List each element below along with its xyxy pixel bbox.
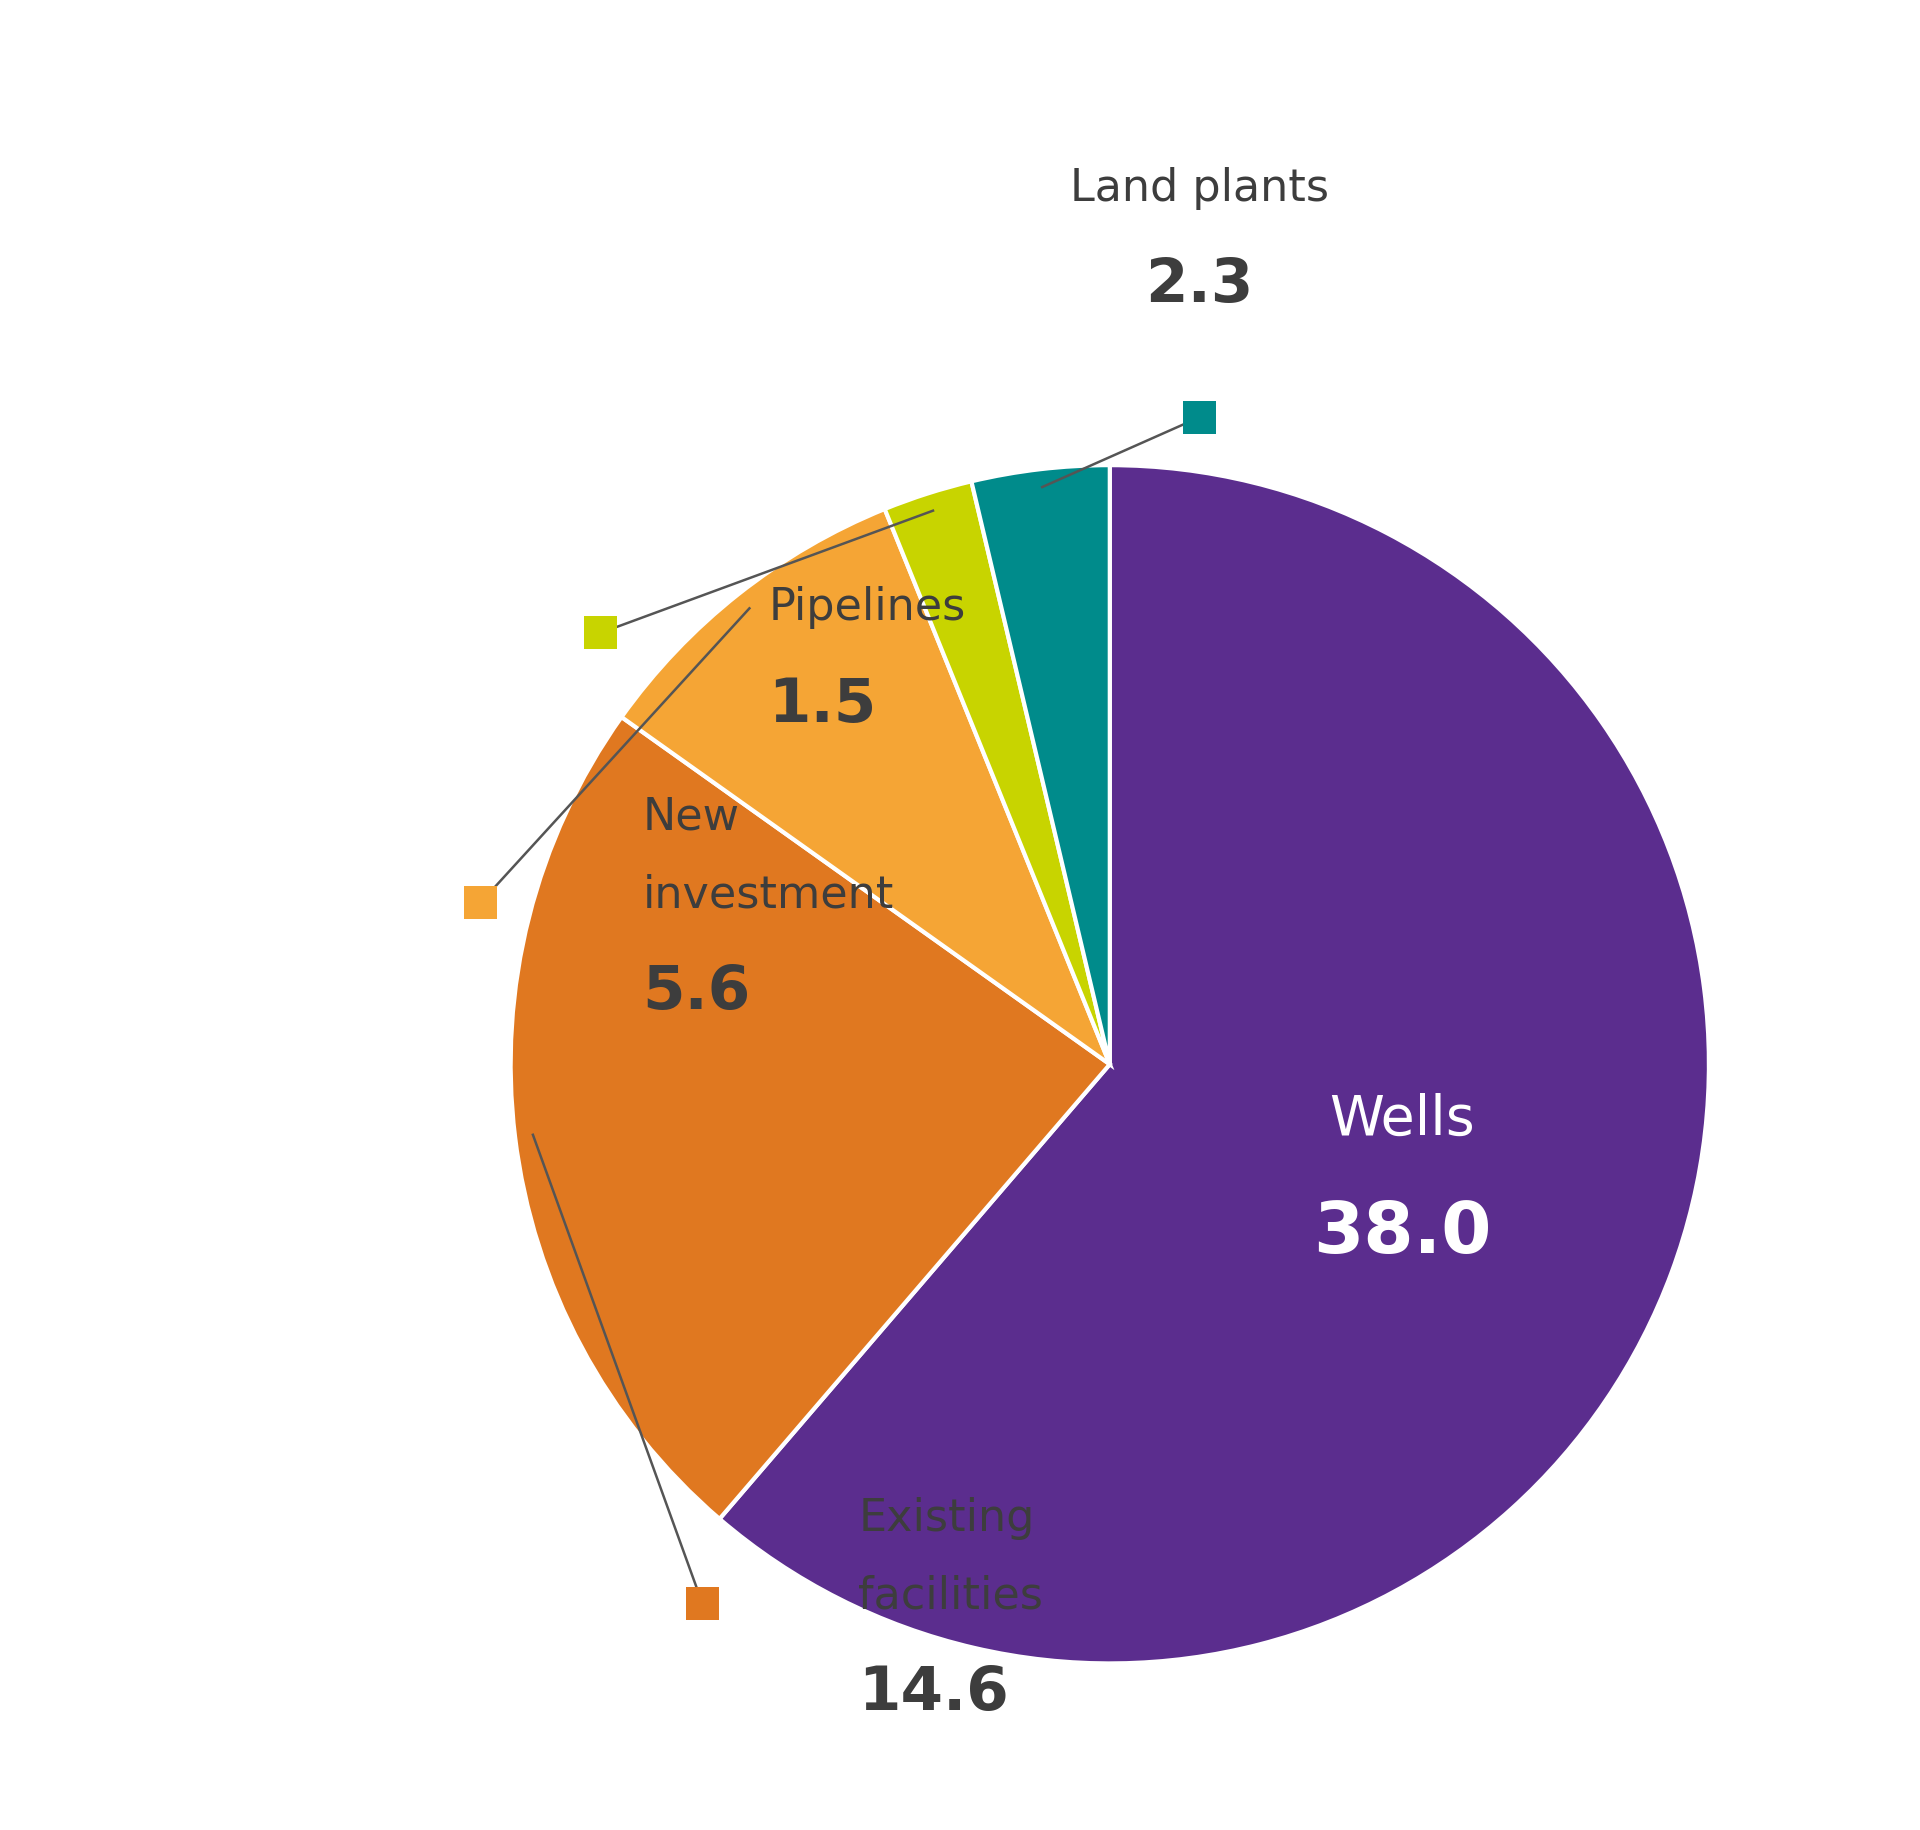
Wedge shape — [885, 481, 1110, 1065]
Text: Pipelines: Pipelines — [768, 586, 966, 630]
Text: Existing: Existing — [858, 1495, 1035, 1539]
Text: 2.3: 2.3 — [1146, 256, 1254, 315]
Text: 5.6: 5.6 — [643, 963, 751, 1021]
Text: 14.6: 14.6 — [858, 1663, 1008, 1722]
Wedge shape — [720, 467, 1709, 1663]
Text: New: New — [643, 796, 739, 838]
Wedge shape — [972, 467, 1110, 1065]
Text: investment: investment — [643, 873, 895, 917]
Wedge shape — [511, 717, 1110, 1519]
FancyBboxPatch shape — [685, 1587, 718, 1620]
Wedge shape — [622, 511, 1110, 1065]
FancyBboxPatch shape — [1183, 401, 1215, 434]
FancyBboxPatch shape — [584, 617, 616, 650]
Text: Wells: Wells — [1329, 1093, 1475, 1146]
Text: facilities: facilities — [858, 1574, 1043, 1616]
FancyBboxPatch shape — [465, 886, 497, 919]
Text: Land plants: Land plants — [1069, 167, 1329, 209]
Text: 1.5: 1.5 — [768, 675, 877, 734]
Text: 38.0: 38.0 — [1313, 1199, 1492, 1266]
